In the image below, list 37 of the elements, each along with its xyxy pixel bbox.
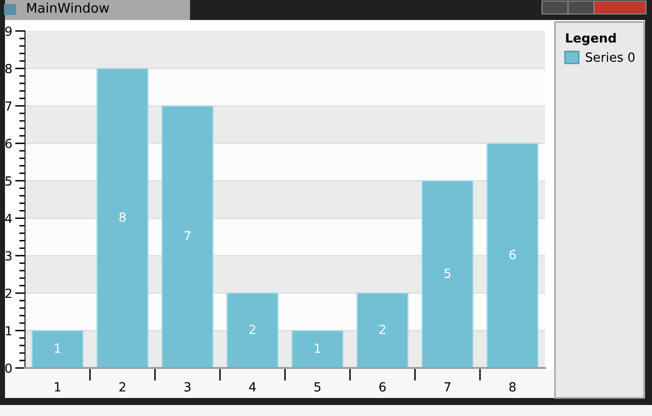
data-label: 7 — [184, 231, 190, 240]
y-tick-label: 7 — [6, 102, 12, 111]
x-tick-label: 6 — [379, 382, 386, 392]
y-tick-label: 0 — [5, 363, 12, 373]
x-tick-label: 2 — [119, 382, 126, 392]
x-tick-label: 4 — [249, 382, 256, 392]
chart-title: MainWindow — [27, 2, 109, 13]
legend-label: Series 0 — [586, 52, 635, 62]
bar — [291, 330, 344, 368]
bar — [486, 142, 539, 368]
y-tick-label: 4 — [5, 214, 12, 223]
data-label: 1 — [314, 344, 320, 353]
x-tick-label: 3 — [184, 382, 190, 392]
y-tick-label: 3 — [6, 251, 12, 261]
y-tick-label: 1 — [6, 326, 12, 336]
bar — [161, 105, 214, 368]
y-tick-label: 8 — [5, 64, 12, 74]
data-label: 2 — [379, 324, 386, 334]
y-tick-label: 6 — [5, 138, 12, 148]
x-tick-label: 5 — [314, 382, 320, 392]
data-label: 2 — [249, 324, 256, 334]
data-label: 8 — [119, 212, 126, 222]
y-tick-label: 5 — [6, 176, 12, 186]
bar — [226, 292, 279, 368]
x-tick-label: 7 — [444, 382, 450, 392]
legend-title: Legend — [566, 33, 616, 46]
bar — [96, 68, 149, 368]
bar — [421, 180, 474, 368]
data-label: 5 — [444, 268, 450, 278]
x-tick-label: 1 — [54, 382, 60, 392]
bar — [31, 330, 84, 368]
x-tick-label: 8 — [509, 382, 516, 392]
bar — [356, 292, 409, 368]
data-label: 6 — [509, 250, 516, 260]
y-tick-label: 2 — [5, 288, 12, 298]
data-label: 1 — [54, 344, 60, 353]
y-tick-label: 9 — [5, 26, 12, 36]
